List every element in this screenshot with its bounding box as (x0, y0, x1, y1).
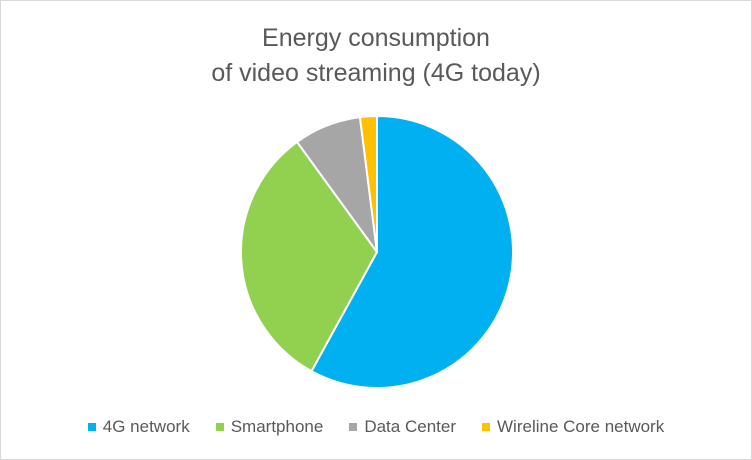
legend-item-wireline-core-network: Wireline Core network (482, 417, 664, 437)
pie-slice-smartphone (240, 140, 378, 373)
legend-swatch (87, 423, 96, 431)
legend-label: 4G network (102, 417, 190, 436)
legend-label: Smartphone (230, 417, 324, 436)
pie-slice-wireline-core-network (358, 115, 378, 253)
legend-swatch (482, 423, 490, 431)
chart-title-line-1: Energy consumption (262, 24, 490, 52)
legend-item-smartphone: Smartphone (215, 417, 324, 437)
legend-label: Wireline Core network (497, 417, 665, 436)
chart-title: Energy consumption of video streaming (4… (1, 21, 751, 91)
legend-item-data-center: Data Center (349, 417, 456, 437)
legend-swatch (349, 423, 358, 431)
legend-label: Data Center (364, 417, 456, 436)
legend-swatch (215, 423, 224, 431)
chart-legend: 4G network Smartphone Data Center Wireline … (1, 417, 751, 437)
pie-slice-4g-network (310, 115, 514, 389)
chart-title-line-2: of video streaming (4G today) (211, 59, 541, 87)
legend-item-4g-network: 4G network (87, 417, 190, 437)
